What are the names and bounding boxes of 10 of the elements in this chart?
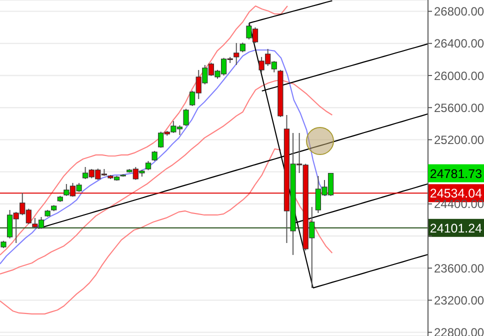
y-tick-label: 26000.00: [434, 68, 484, 83]
y-tick-label: 23200.00: [434, 293, 484, 308]
y-tick-label: 26800.00: [434, 4, 484, 19]
y-tick-label: 26400.00: [434, 36, 484, 51]
text: 24781.73: [430, 166, 482, 181]
ref-line-label: 24101.24: [430, 221, 482, 236]
y-tick-label: 25200.00: [434, 132, 484, 147]
ref-line-label: 24534.04: [430, 186, 482, 201]
y-tick-label: 25600.00: [434, 100, 484, 115]
y-tick-label: 23600.00: [434, 261, 484, 276]
